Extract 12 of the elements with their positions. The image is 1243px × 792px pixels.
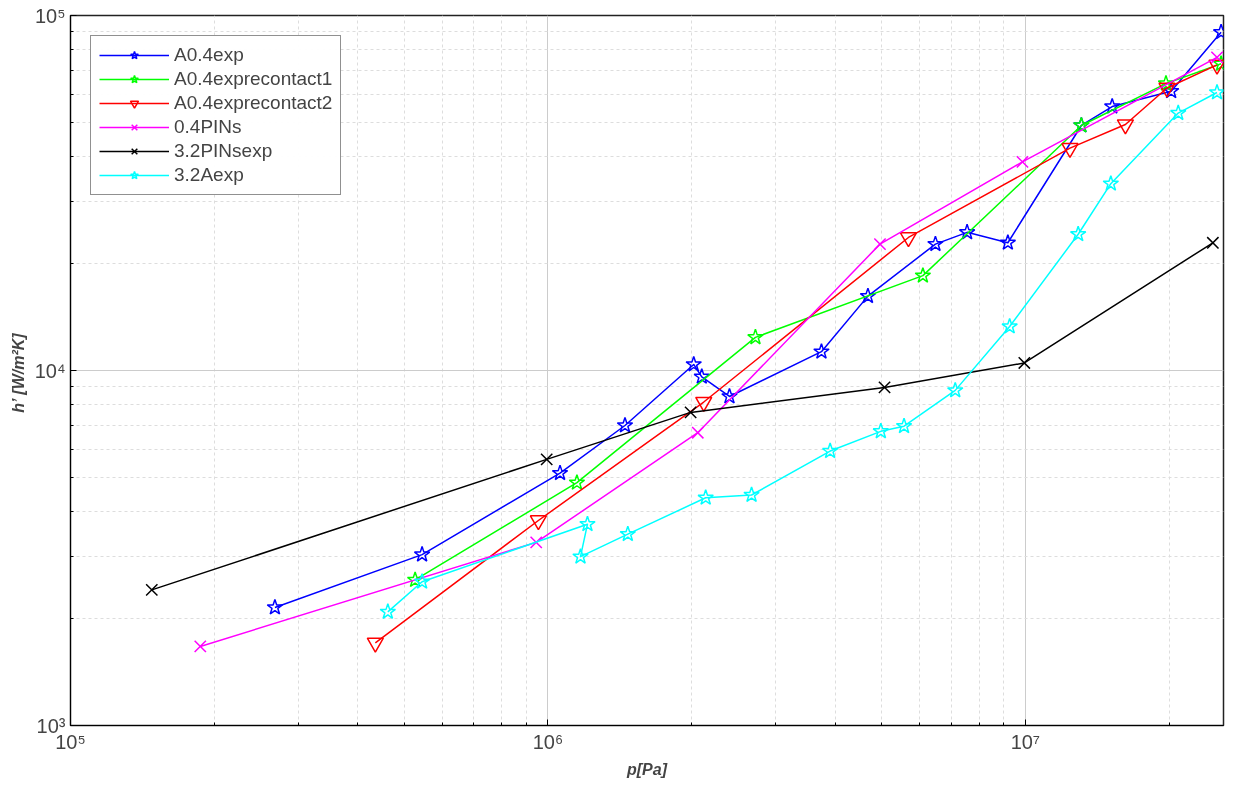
x-tick-label: 10⁷ — [1010, 730, 1041, 753]
legend-label: A0.4exprecontact2 — [174, 92, 333, 114]
x-axis-title: p[Pa] — [626, 760, 668, 778]
x-tick-label: 10⁶ — [532, 730, 564, 753]
y-axis-title: h’ [W/m²K] — [9, 332, 27, 413]
legend-label: 3.2Aexp — [174, 164, 244, 186]
legend-label: 0.4PINs — [174, 116, 242, 138]
legend-label: 3.2PINsexp — [174, 140, 273, 162]
y-tick-label: 10⁵ — [34, 4, 66, 27]
legend-label: A0.4exprecontact1 — [174, 68, 333, 90]
y-tick-label: 10⁴ — [34, 359, 66, 382]
legend-label: A0.4exp — [174, 44, 244, 66]
